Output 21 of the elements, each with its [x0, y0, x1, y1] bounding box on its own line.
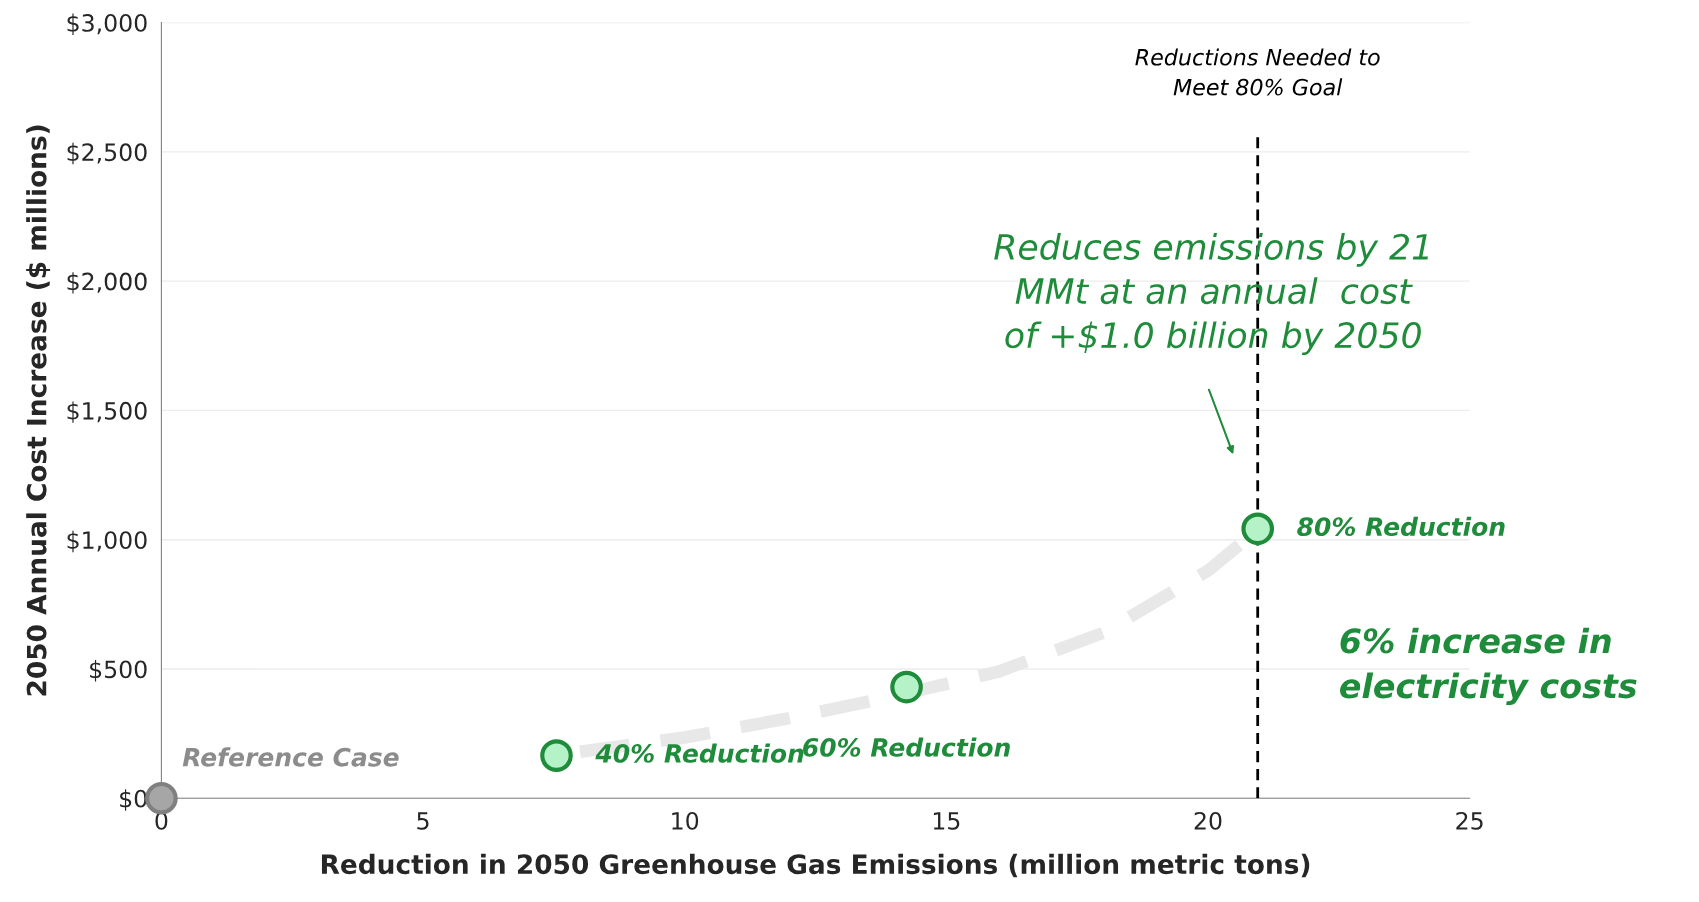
- y-tick-label: $1,500: [67, 401, 147, 423]
- annotation: 40% Reduction: [595, 743, 804, 763]
- y-tick-label: $0: [120, 789, 147, 811]
- x-tick-label: 20: [1194, 811, 1222, 830]
- y-tick-label: $500: [90, 660, 147, 682]
- y-axis-title: 2050 Annual Cost Increase ($ millions): [26, 125, 51, 696]
- x-axis-title: Reduction in 2050 Greenhouse Gas Emissions (million metric tons): [321, 853, 1310, 878]
- y-tick-label: $2,500: [67, 142, 147, 165]
- y-tick-label: $1,000: [67, 530, 147, 553]
- y-tick-label: $2,000: [67, 272, 147, 294]
- x-tick-label: 10: [672, 811, 699, 830]
- annotation: Reference Case: [182, 747, 399, 767]
- x-tick-label: 5: [417, 812, 429, 830]
- y-tick-label: $3,000: [67, 13, 147, 35]
- ref-line-label: Reductions Needed to Meet 80% Goal: [1135, 48, 1380, 96]
- annotation: 80% Reduction: [1297, 516, 1505, 537]
- x-tick-label: 25: [1456, 811, 1483, 830]
- annotation: Reduces emissions by 21 MMt at an annual cost of +$1.0 billion by 2050: [994, 233, 1428, 356]
- x-tick-label: 15: [933, 812, 960, 830]
- annotation: 6% increase in electricity costs: [1340, 627, 1637, 706]
- annotation: 60% Reduction: [803, 737, 1010, 757]
